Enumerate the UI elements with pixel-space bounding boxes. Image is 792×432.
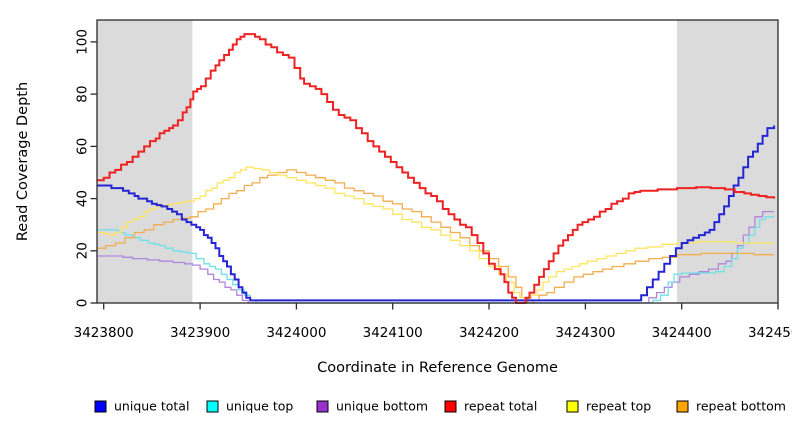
y-axis-tick-label: 20: [75, 242, 91, 259]
x-axis-tick-label: 3423800: [74, 325, 134, 341]
y-axis-title: Read Coverage Depth: [15, 82, 31, 241]
series-line-repeat-top: [97, 166, 775, 302]
x-axis-title: Coordinate in Reference Genome: [317, 360, 558, 376]
shaded-region-left: [97, 20, 193, 303]
y-axis-tick-label: 0: [75, 299, 91, 308]
x-axis-tick-label: 3424000: [266, 325, 326, 341]
legend-label-unique-top: unique top: [226, 399, 293, 414]
legend-label-unique-total: unique total: [114, 399, 189, 414]
series-line-repeat-total: [97, 33, 776, 304]
legend-swatch-repeat-top: [566, 400, 579, 413]
legend-swatch-unique-top: [206, 400, 219, 413]
x-axis: 3423800 3423900 3424000 3424100 3424200 34243…: [74, 303, 792, 341]
legend-label-repeat-total: repeat total: [464, 399, 537, 414]
legend-swatch-unique-total: [94, 400, 107, 413]
x-axis-tick-label: 3424500: [748, 325, 792, 341]
shaded-region-right: [676, 20, 778, 303]
y-axis: 0 20 40 60 80 100: [75, 29, 97, 308]
legend-label-unique-bottom: unique bottom: [336, 399, 428, 414]
y-axis-tick-label: 60: [75, 138, 91, 155]
legend-swatch-unique-bottom: [316, 400, 329, 413]
series-line-repeat-bottom: [97, 169, 775, 304]
x-axis-tick-label: 3423900: [170, 325, 230, 341]
series-line-unique-total: [97, 125, 776, 302]
y-axis-tick-label: 80: [75, 86, 91, 103]
legend-label-repeat-top: repeat top: [586, 399, 651, 414]
plot-box: [96, 19, 779, 304]
x-axis-tick-label: 3424100: [363, 325, 423, 341]
legend-swatch-repeat-bottom: [676, 400, 689, 413]
series-lines: [97, 33, 776, 304]
legend-label-repeat-bottom: repeat bottom: [696, 399, 786, 414]
legend-swatch-repeat-total: [444, 400, 457, 413]
x-axis-tick-label: 3424200: [459, 325, 519, 341]
x-axis-tick-label: 3424400: [652, 325, 712, 341]
legend: unique total unique top unique bottom repea…: [94, 399, 786, 414]
x-axis-tick-label: 3424300: [555, 325, 615, 341]
y-axis-tick-label: 100: [75, 29, 91, 55]
y-axis-tick-label: 40: [75, 190, 91, 207]
